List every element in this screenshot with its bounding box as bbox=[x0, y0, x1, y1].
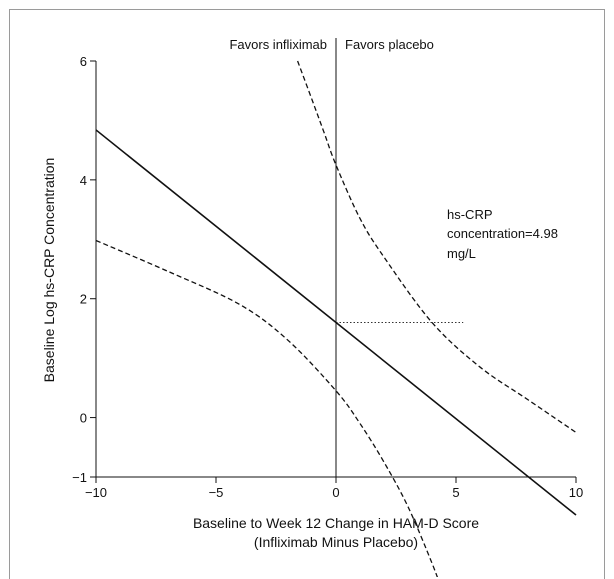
x-tick-label: 10 bbox=[569, 485, 583, 500]
x-tick-label: 5 bbox=[452, 485, 459, 500]
y-tick-label: 4 bbox=[80, 173, 87, 188]
x-tick-label: −5 bbox=[209, 485, 224, 500]
chart-labels: Baseline Log hs-CRP Concentration Baseli… bbox=[41, 37, 558, 550]
favors-placebo-label: Favors placebo bbox=[345, 37, 434, 52]
x-tick-label: 0 bbox=[332, 485, 339, 500]
y-axis-title: Baseline Log hs-CRP Concentration bbox=[41, 158, 57, 383]
y-tick-label: 6 bbox=[80, 54, 87, 69]
hs-crp-annotation-line-2: concentration=4.98 bbox=[447, 226, 558, 241]
y-tick-label: 0 bbox=[80, 411, 87, 426]
y-tick-label: −1 bbox=[72, 470, 87, 485]
hs-crp-annotation-line-1: hs-CRP bbox=[447, 207, 493, 222]
x-tick-label: −10 bbox=[85, 485, 107, 500]
x-axis-title-line-2: (Infliximab Minus Placebo) bbox=[254, 534, 418, 550]
regression-line bbox=[95, 129, 577, 516]
x-axis-title-line-1: Baseline to Week 12 Change in HAM-D Scor… bbox=[193, 515, 479, 531]
lower-confidence-band bbox=[95, 239, 439, 577]
favors-infliximab-label: Favors infliximab bbox=[229, 37, 327, 52]
hs-crp-annotation-line-3: mg/L bbox=[447, 246, 476, 261]
y-tick-label: 2 bbox=[80, 292, 87, 307]
figure-frame bbox=[9, 9, 605, 579]
chart-marks bbox=[95, 38, 577, 577]
upper-confidence-band bbox=[296, 60, 577, 433]
